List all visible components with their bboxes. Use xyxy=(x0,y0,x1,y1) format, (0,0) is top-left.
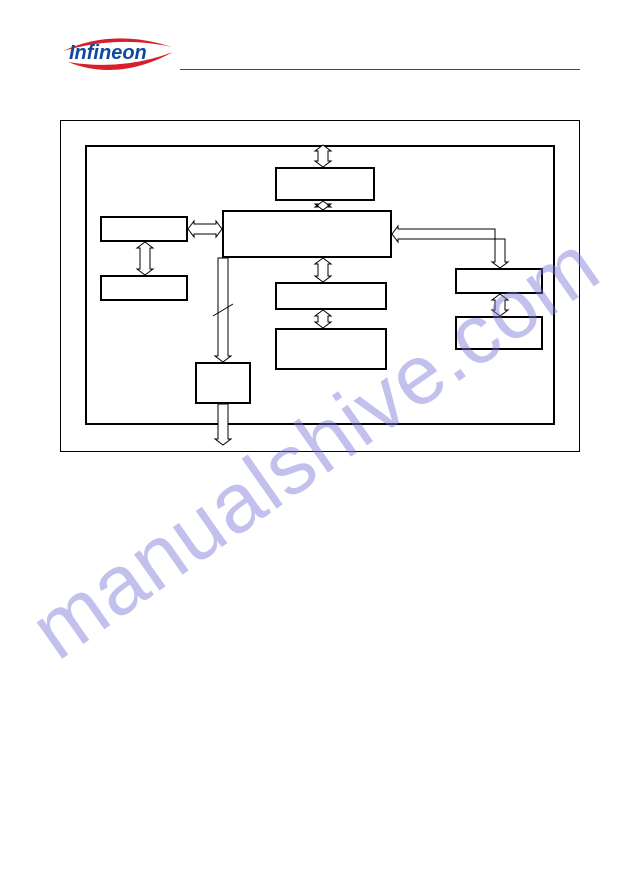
diagram-node-mid2 xyxy=(275,328,387,370)
diagram-node-top xyxy=(275,167,375,201)
brand-wordmark: Infineon xyxy=(69,42,147,64)
diagram-node-left-low xyxy=(100,275,188,301)
brand-logo: Infineon xyxy=(58,32,178,76)
diagram-node-bot-small xyxy=(195,362,251,404)
diagram-node-center xyxy=(222,210,392,258)
header-divider xyxy=(180,69,580,70)
diagram-node-right-low xyxy=(455,316,543,350)
diagram-node-right-up xyxy=(455,268,543,294)
page-root: Infineon manualshive.com xyxy=(0,0,630,893)
diagram-node-mid1 xyxy=(275,282,387,310)
diagram-node-left-up xyxy=(100,216,188,242)
